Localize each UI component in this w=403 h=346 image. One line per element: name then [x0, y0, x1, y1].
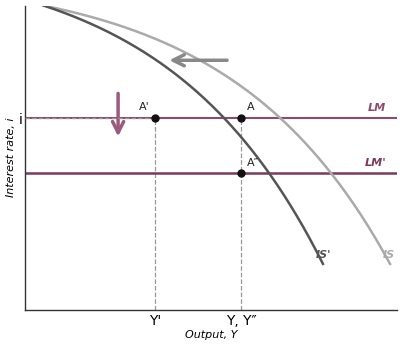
- Text: IS: IS: [382, 250, 395, 260]
- Text: IS': IS': [316, 250, 331, 260]
- Text: A: A: [247, 102, 254, 112]
- Text: A″: A″: [247, 158, 258, 168]
- Y-axis label: Interest rate, i: Interest rate, i: [6, 118, 16, 197]
- Text: LM: LM: [368, 103, 386, 113]
- X-axis label: Output, Y: Output, Y: [185, 330, 237, 340]
- Text: A': A': [139, 102, 150, 112]
- Text: LM': LM': [365, 158, 386, 168]
